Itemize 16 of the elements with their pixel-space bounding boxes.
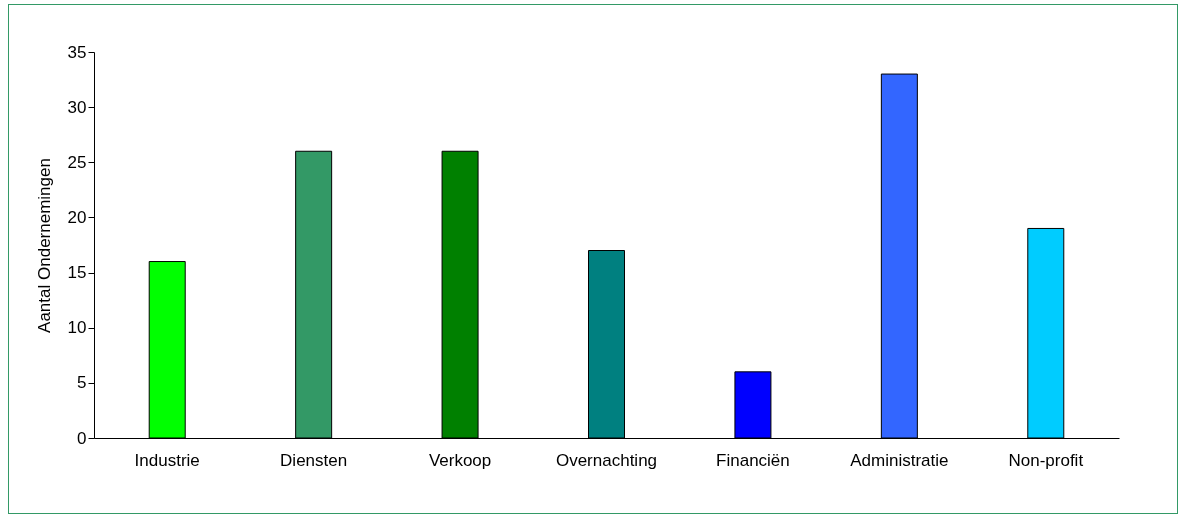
x-tick-label: Verkoop: [428, 450, 492, 470]
y-tick-label: 5: [77, 373, 87, 393]
y-tick-label: 10: [67, 318, 87, 338]
y-tick-label: 15: [67, 263, 87, 283]
x-tick-label: Industrie: [134, 450, 200, 470]
x-tick-label: Diensten: [280, 450, 348, 470]
y-tick-label: 35: [67, 42, 87, 62]
x-tick-label: Overnachting: [555, 450, 658, 470]
y-tick-label: 0: [77, 428, 87, 448]
y-tick-label: 20: [67, 207, 87, 227]
y-tick-label: 30: [67, 97, 87, 117]
x-tick-label: Administratie: [850, 450, 949, 470]
x-tick-label: Financiën: [716, 450, 790, 470]
y-tick-label: 25: [67, 152, 87, 172]
y-axis-title: Aantal Ondernemingen: [34, 158, 54, 333]
x-tick-label: Non-profit: [1008, 450, 1084, 470]
